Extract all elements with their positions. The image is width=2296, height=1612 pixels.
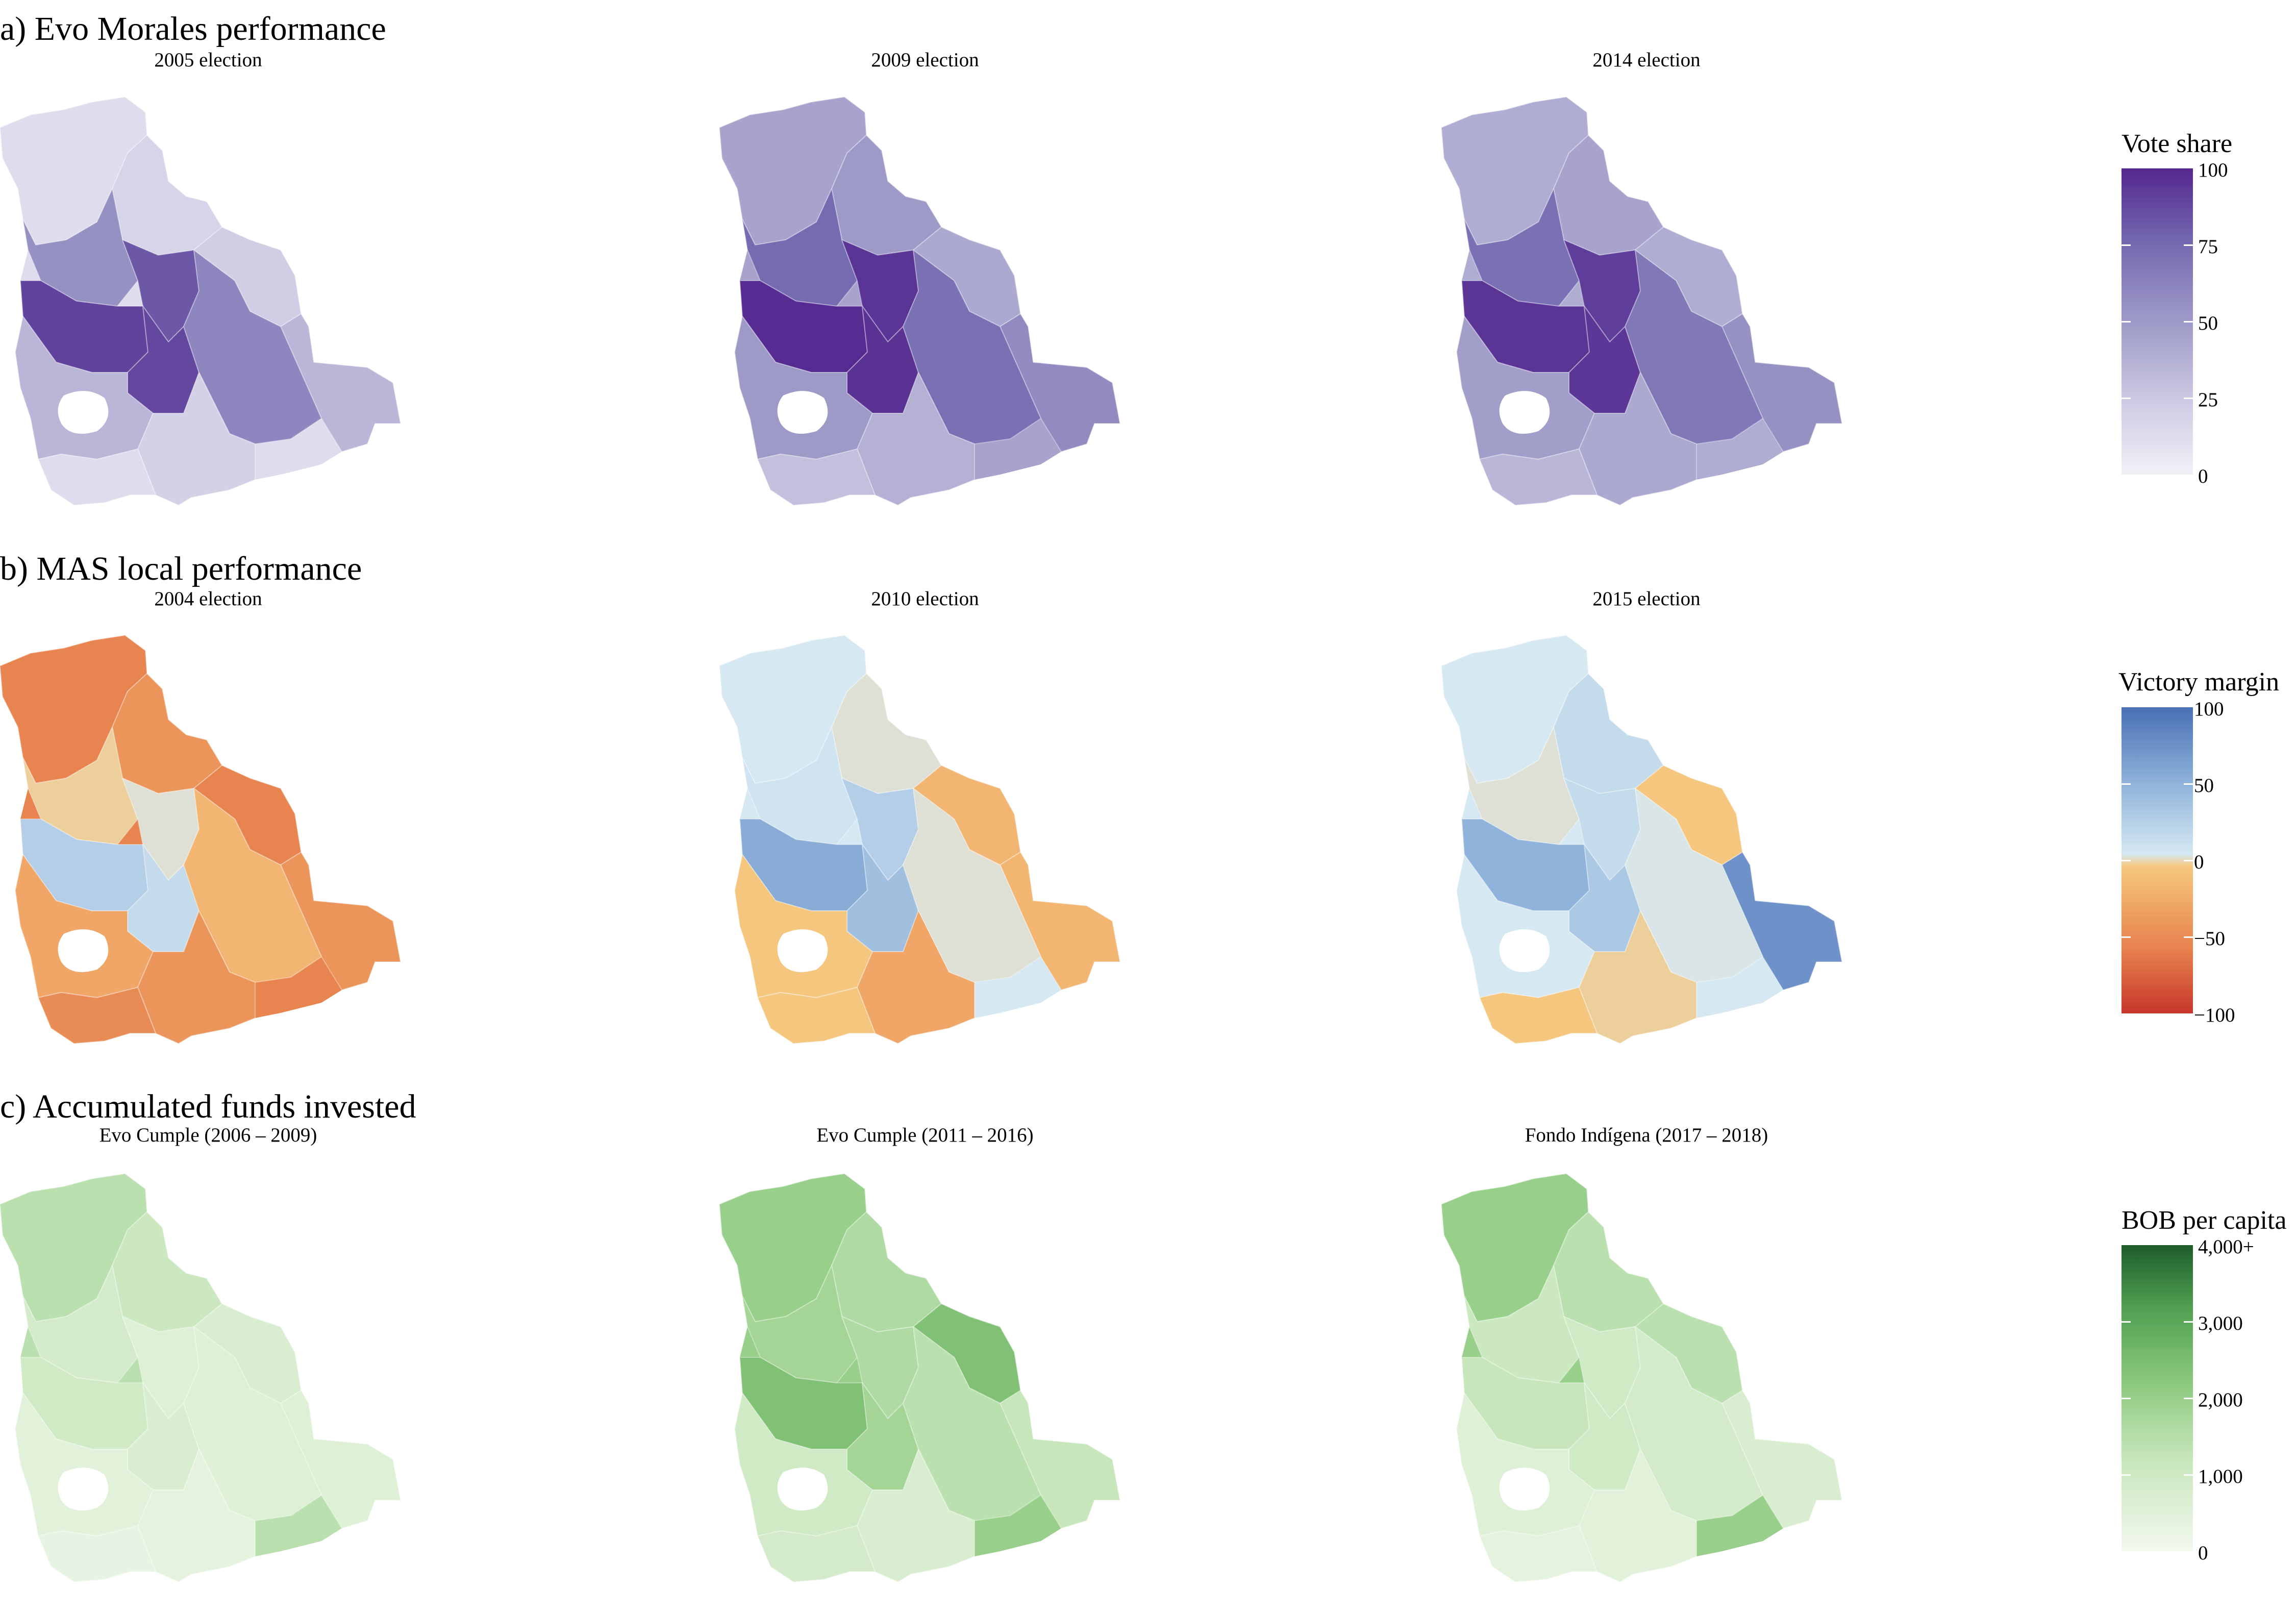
map-c1-title: Evo Cumple (2006 – 2009) [99, 1124, 317, 1146]
map-region [1479, 449, 1598, 506]
map-b1-title: 2004 election [154, 588, 262, 610]
map-region [183, 250, 322, 444]
map-a3 [1441, 96, 1842, 506]
lake-shape [1499, 1468, 1550, 1510]
lake-shape [58, 929, 109, 972]
map-a1 [0, 96, 401, 506]
map-region [1553, 1211, 1664, 1332]
map-region [1479, 1525, 1598, 1582]
map-region [183, 1326, 322, 1521]
legend-bob-per-capita-tick: 0 [2198, 1542, 2208, 1564]
map-a1-title: 2005 election [154, 49, 262, 71]
map-region [903, 788, 1041, 983]
map-b1 [0, 635, 401, 1044]
map-region [903, 250, 1041, 444]
map-region [112, 1211, 222, 1332]
map-a2 [719, 96, 1120, 506]
map-region [38, 987, 156, 1044]
map-region [903, 1326, 1041, 1521]
lake-shape [777, 929, 828, 972]
map-region [38, 449, 156, 506]
map-region [1553, 135, 1664, 256]
legend-vote-share-title: Vote share [2122, 129, 2233, 158]
legend-victory-margin-tick: −100 [2194, 1004, 2235, 1026]
legend-bob-per-capita-tick: 3,000 [2198, 1312, 2243, 1334]
legend-bob-per-capita-tick: 2,000 [2198, 1389, 2243, 1411]
legend-bob-per-capita-bar [2122, 1245, 2193, 1551]
map-c1 [0, 1173, 401, 1582]
map-region [757, 1525, 876, 1582]
map-region [1625, 250, 1763, 444]
map-region [1625, 1326, 1763, 1521]
map-region [831, 1211, 942, 1332]
map-region [1553, 673, 1664, 794]
section-a-title: a) Evo Morales performance [0, 10, 386, 47]
legend-bob-per-capita-tick: 4,000+ [2198, 1236, 2254, 1258]
legend-vote-share-tick: 75 [2198, 236, 2218, 258]
legend-victory-margin-tick: 0 [2194, 851, 2204, 873]
lake-shape [58, 1468, 109, 1510]
map-region [757, 449, 876, 506]
map-b2-title: 2010 election [871, 588, 979, 610]
lake-shape [1499, 391, 1550, 434]
legend-vote-share-tick: 100 [2198, 159, 2228, 181]
map-region [112, 673, 222, 794]
map-b2 [719, 635, 1120, 1044]
legend-victory-margin-tick: −50 [2194, 928, 2225, 950]
map-region [831, 673, 942, 794]
lake-shape [777, 391, 828, 434]
legend-victory-margin-tick: 50 [2194, 775, 2214, 797]
lake-shape [777, 1468, 828, 1510]
map-a2-title: 2009 election [871, 49, 979, 71]
lake-shape [58, 391, 109, 434]
legend-victory-margin-bar [2122, 707, 2193, 1013]
legend-vote-share-bar [2122, 168, 2193, 475]
map-b3-title: 2015 election [1592, 588, 1701, 610]
section-b-title: b) MAS local performance [0, 550, 362, 587]
legend-victory-margin-title: Victory margin [2118, 667, 2280, 697]
map-a3-title: 2014 election [1592, 49, 1701, 71]
map-c3 [1441, 1173, 1842, 1582]
map-c2-title: Evo Cumple (2011 – 2016) [816, 1124, 1034, 1146]
section-c-title: c) Accumulated funds invested [0, 1088, 416, 1125]
map-c3-title: Fondo Indígena (2017 – 2018) [1525, 1124, 1768, 1146]
legend-vote-share-tick: 50 [2198, 312, 2218, 334]
legend-bob-per-capita-title: BOB per capita [2122, 1206, 2287, 1235]
legend-vote-share-tick: 0 [2198, 465, 2208, 487]
map-region [757, 987, 876, 1044]
map-region [112, 135, 222, 256]
map-region [183, 788, 322, 983]
map-region [1479, 987, 1598, 1044]
lake-shape [1499, 929, 1550, 972]
map-region [38, 1525, 156, 1582]
legend-vote-share-tick: 25 [2198, 389, 2218, 411]
map-b3 [1441, 635, 1842, 1044]
map-region [831, 135, 942, 256]
map-region [1625, 788, 1763, 983]
map-c2 [719, 1173, 1120, 1582]
legend-bob-per-capita-tick: 1,000 [2198, 1466, 2243, 1487]
legend-victory-margin-tick: 100 [2194, 698, 2224, 720]
